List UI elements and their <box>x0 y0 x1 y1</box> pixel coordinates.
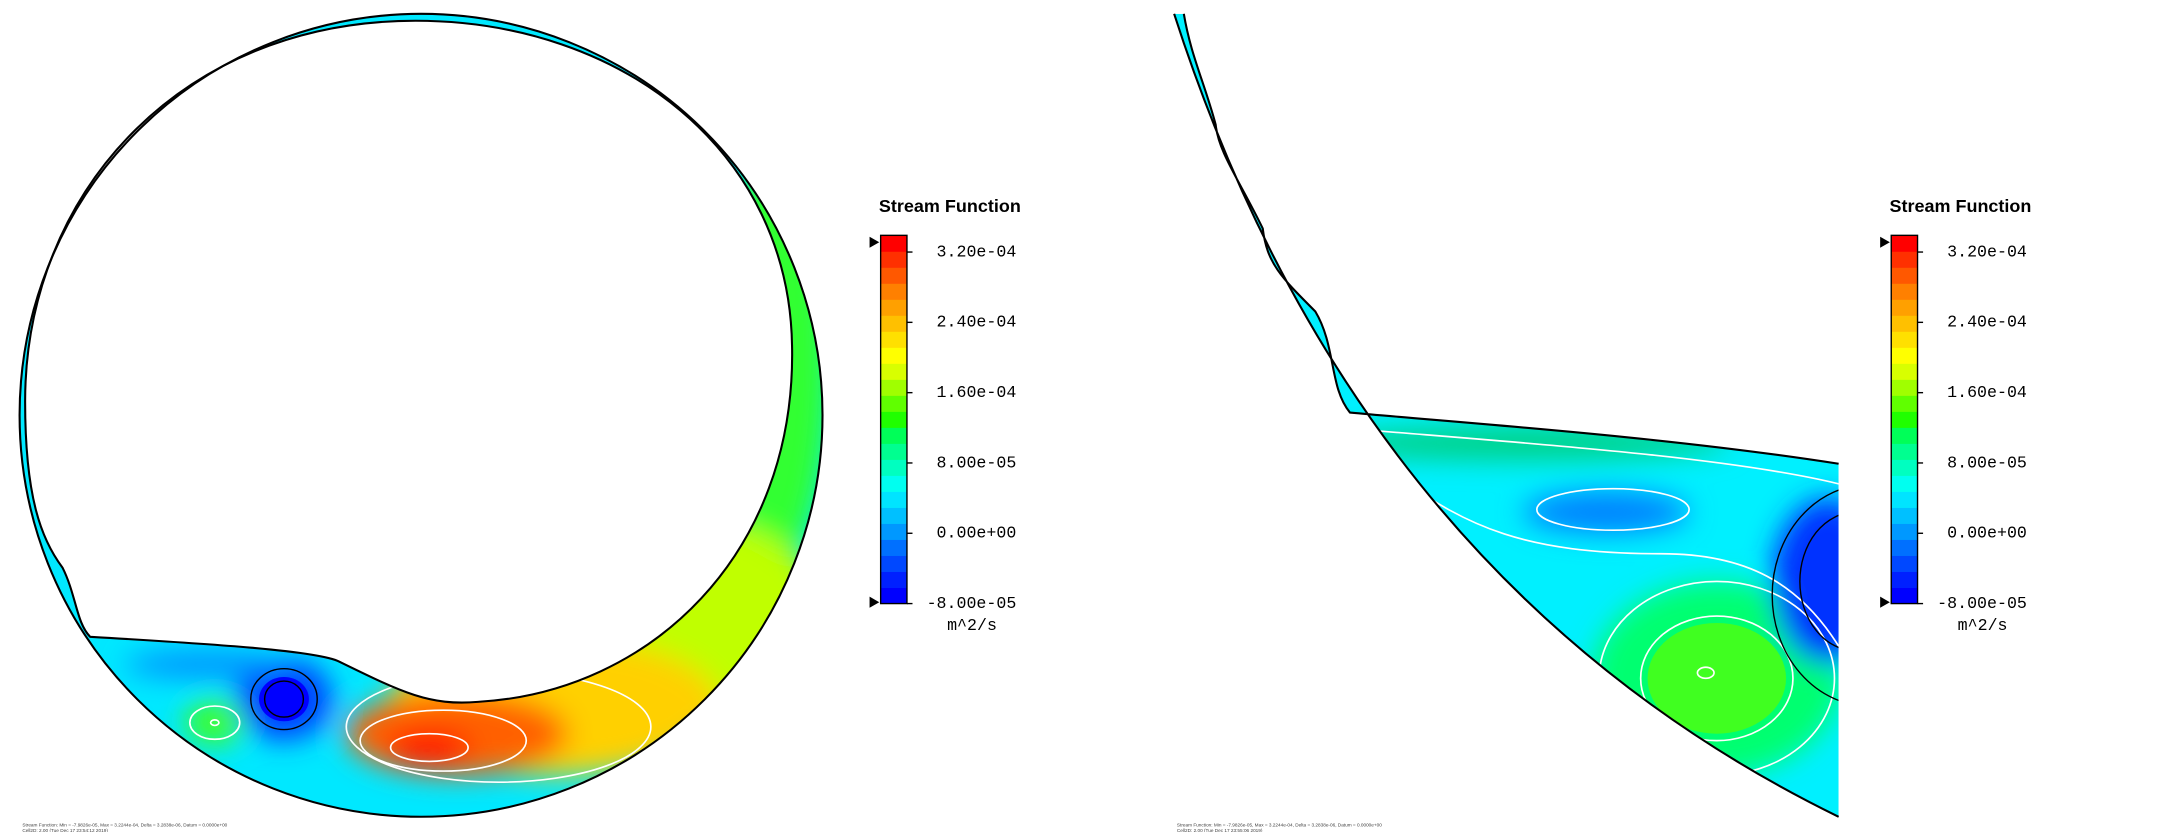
color-band <box>880 539 907 556</box>
tick-label: 1.60e-04 <box>1947 383 2027 402</box>
color-band <box>1891 299 1918 316</box>
tick-label: 0.00e+00 <box>937 524 1017 543</box>
color-band <box>1891 491 1918 508</box>
tick-label: 2.40e-04 <box>937 313 1017 332</box>
tick-label: 3.20e-04 <box>1947 242 2027 261</box>
color-band <box>880 507 907 524</box>
color-band <box>880 267 907 284</box>
colorbar: Stream Function 3.20e-04 2.40e-04 1.60e-04 8… <box>1880 196 2031 635</box>
tick-label: -8.00e-05 <box>927 594 1017 613</box>
color-band <box>880 347 907 364</box>
color-band <box>1891 523 1918 540</box>
color-band <box>1891 363 1918 380</box>
color-band <box>1891 267 1918 284</box>
color-band <box>1891 539 1918 556</box>
color-band <box>880 491 907 508</box>
color-band <box>880 475 907 492</box>
color-band <box>1891 587 1918 604</box>
tick-label: 1.60e-04 <box>937 383 1017 402</box>
color-band <box>880 459 907 476</box>
units: m^2/s <box>1958 616 2008 635</box>
color-band <box>1891 395 1918 412</box>
max-marker <box>1880 236 1890 248</box>
tick-label: -8.00e-05 <box>1937 594 2027 613</box>
color-band <box>1891 411 1918 428</box>
units: m^2/s <box>947 616 997 635</box>
color-band <box>880 283 907 300</box>
max-marker <box>869 236 880 248</box>
min-marker <box>869 596 880 608</box>
color-band <box>1891 555 1918 572</box>
color-band <box>880 251 907 268</box>
color-band <box>1891 251 1918 268</box>
color-band <box>880 331 907 348</box>
footer-text: Cell2D: 2.00 (Tue Dec 17 23:55:06 2019) <box>1177 828 1263 832</box>
color-band <box>1891 443 1918 460</box>
color-band <box>880 379 907 396</box>
color-band <box>880 315 907 332</box>
color-band <box>880 427 907 444</box>
colorbar-title: Stream Function <box>879 196 1021 216</box>
footer-text: Stream Function: Min = -7.9826e-05, Max … <box>22 822 227 827</box>
color-band <box>1891 475 1918 492</box>
color-band <box>880 299 907 316</box>
footer-text: Cell2D: 2.00 (Tue Dec 17 23:54:12 2019) <box>22 828 108 832</box>
color-band <box>880 587 907 604</box>
colorbar: Stream Function 3.20e-04 2.40e-04 1.60e-04 8… <box>869 196 1021 635</box>
color-band <box>880 555 907 572</box>
color-band <box>1891 507 1918 524</box>
min-marker <box>1880 596 1890 608</box>
footer-text: Stream Function: Min = -7.9826e-05, Max … <box>1177 822 1382 827</box>
colorbar-frame <box>879 234 908 605</box>
color-band <box>1891 331 1918 348</box>
color-band <box>880 411 907 428</box>
colorbar-frame <box>1890 234 1919 605</box>
color-band <box>880 523 907 540</box>
tick-label: 2.40e-04 <box>1947 313 2027 332</box>
tick-label: 3.20e-04 <box>937 242 1017 261</box>
tick-label: 0.00e+00 <box>1947 524 2027 543</box>
color-band <box>1891 315 1918 332</box>
color-band <box>1891 379 1918 396</box>
tick-label: 8.00e-05 <box>1947 453 2027 472</box>
color-band <box>880 571 907 588</box>
color-band <box>1891 283 1918 300</box>
right-plot <box>1173 13 1840 818</box>
color-band <box>880 443 907 460</box>
color-band <box>1891 235 1918 252</box>
color-band <box>880 395 907 412</box>
color-band <box>1891 347 1918 364</box>
color-band <box>880 363 907 380</box>
tick-label: 8.00e-05 <box>937 453 1017 472</box>
color-band <box>1891 459 1918 476</box>
color-band <box>880 235 907 252</box>
left-plot <box>18 12 824 818</box>
color-band <box>1891 427 1918 444</box>
colorbar-title: Stream Function <box>1890 196 2032 216</box>
color-band <box>1891 571 1918 588</box>
